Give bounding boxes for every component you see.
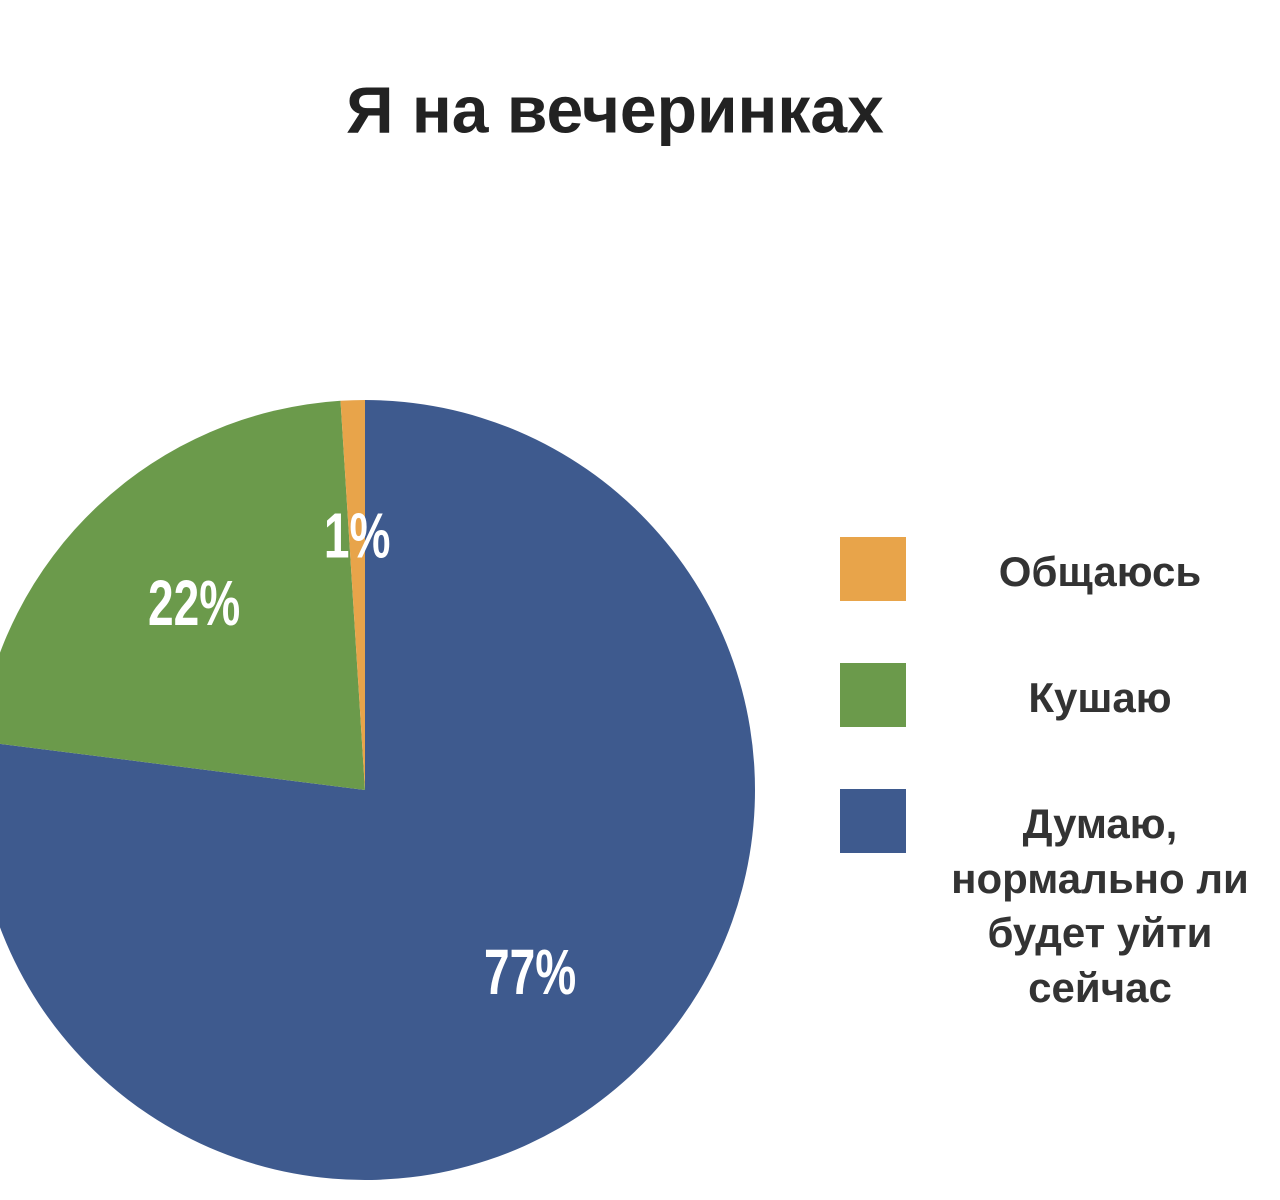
legend-item: Общаюсь xyxy=(840,537,1280,601)
legend-item: Думаю, нормально ли будет уйти сейчас xyxy=(840,789,1280,1011)
legend-item: Кушаю xyxy=(840,663,1280,727)
pie-slice xyxy=(0,400,755,1180)
chart-title: Я на вечеринках xyxy=(346,72,884,146)
legend-swatch xyxy=(840,663,906,727)
legend-label: Думаю, нормально ли будет уйти сейчас xyxy=(951,800,1249,1011)
slice-label: 77% xyxy=(484,937,576,1008)
legend-label: Общаюсь xyxy=(998,548,1202,595)
legend: Общаюсь Кушаю Думаю, нормально ли будет уй… xyxy=(840,537,1280,1011)
pie-slice xyxy=(0,400,365,790)
legend-label: Кушаю xyxy=(1028,674,1172,721)
legend-swatch xyxy=(840,789,906,853)
slice-label: 1% xyxy=(324,500,391,571)
legend-swatch xyxy=(840,537,906,601)
pie-slice xyxy=(340,400,365,790)
slice-label: 22% xyxy=(148,568,240,639)
